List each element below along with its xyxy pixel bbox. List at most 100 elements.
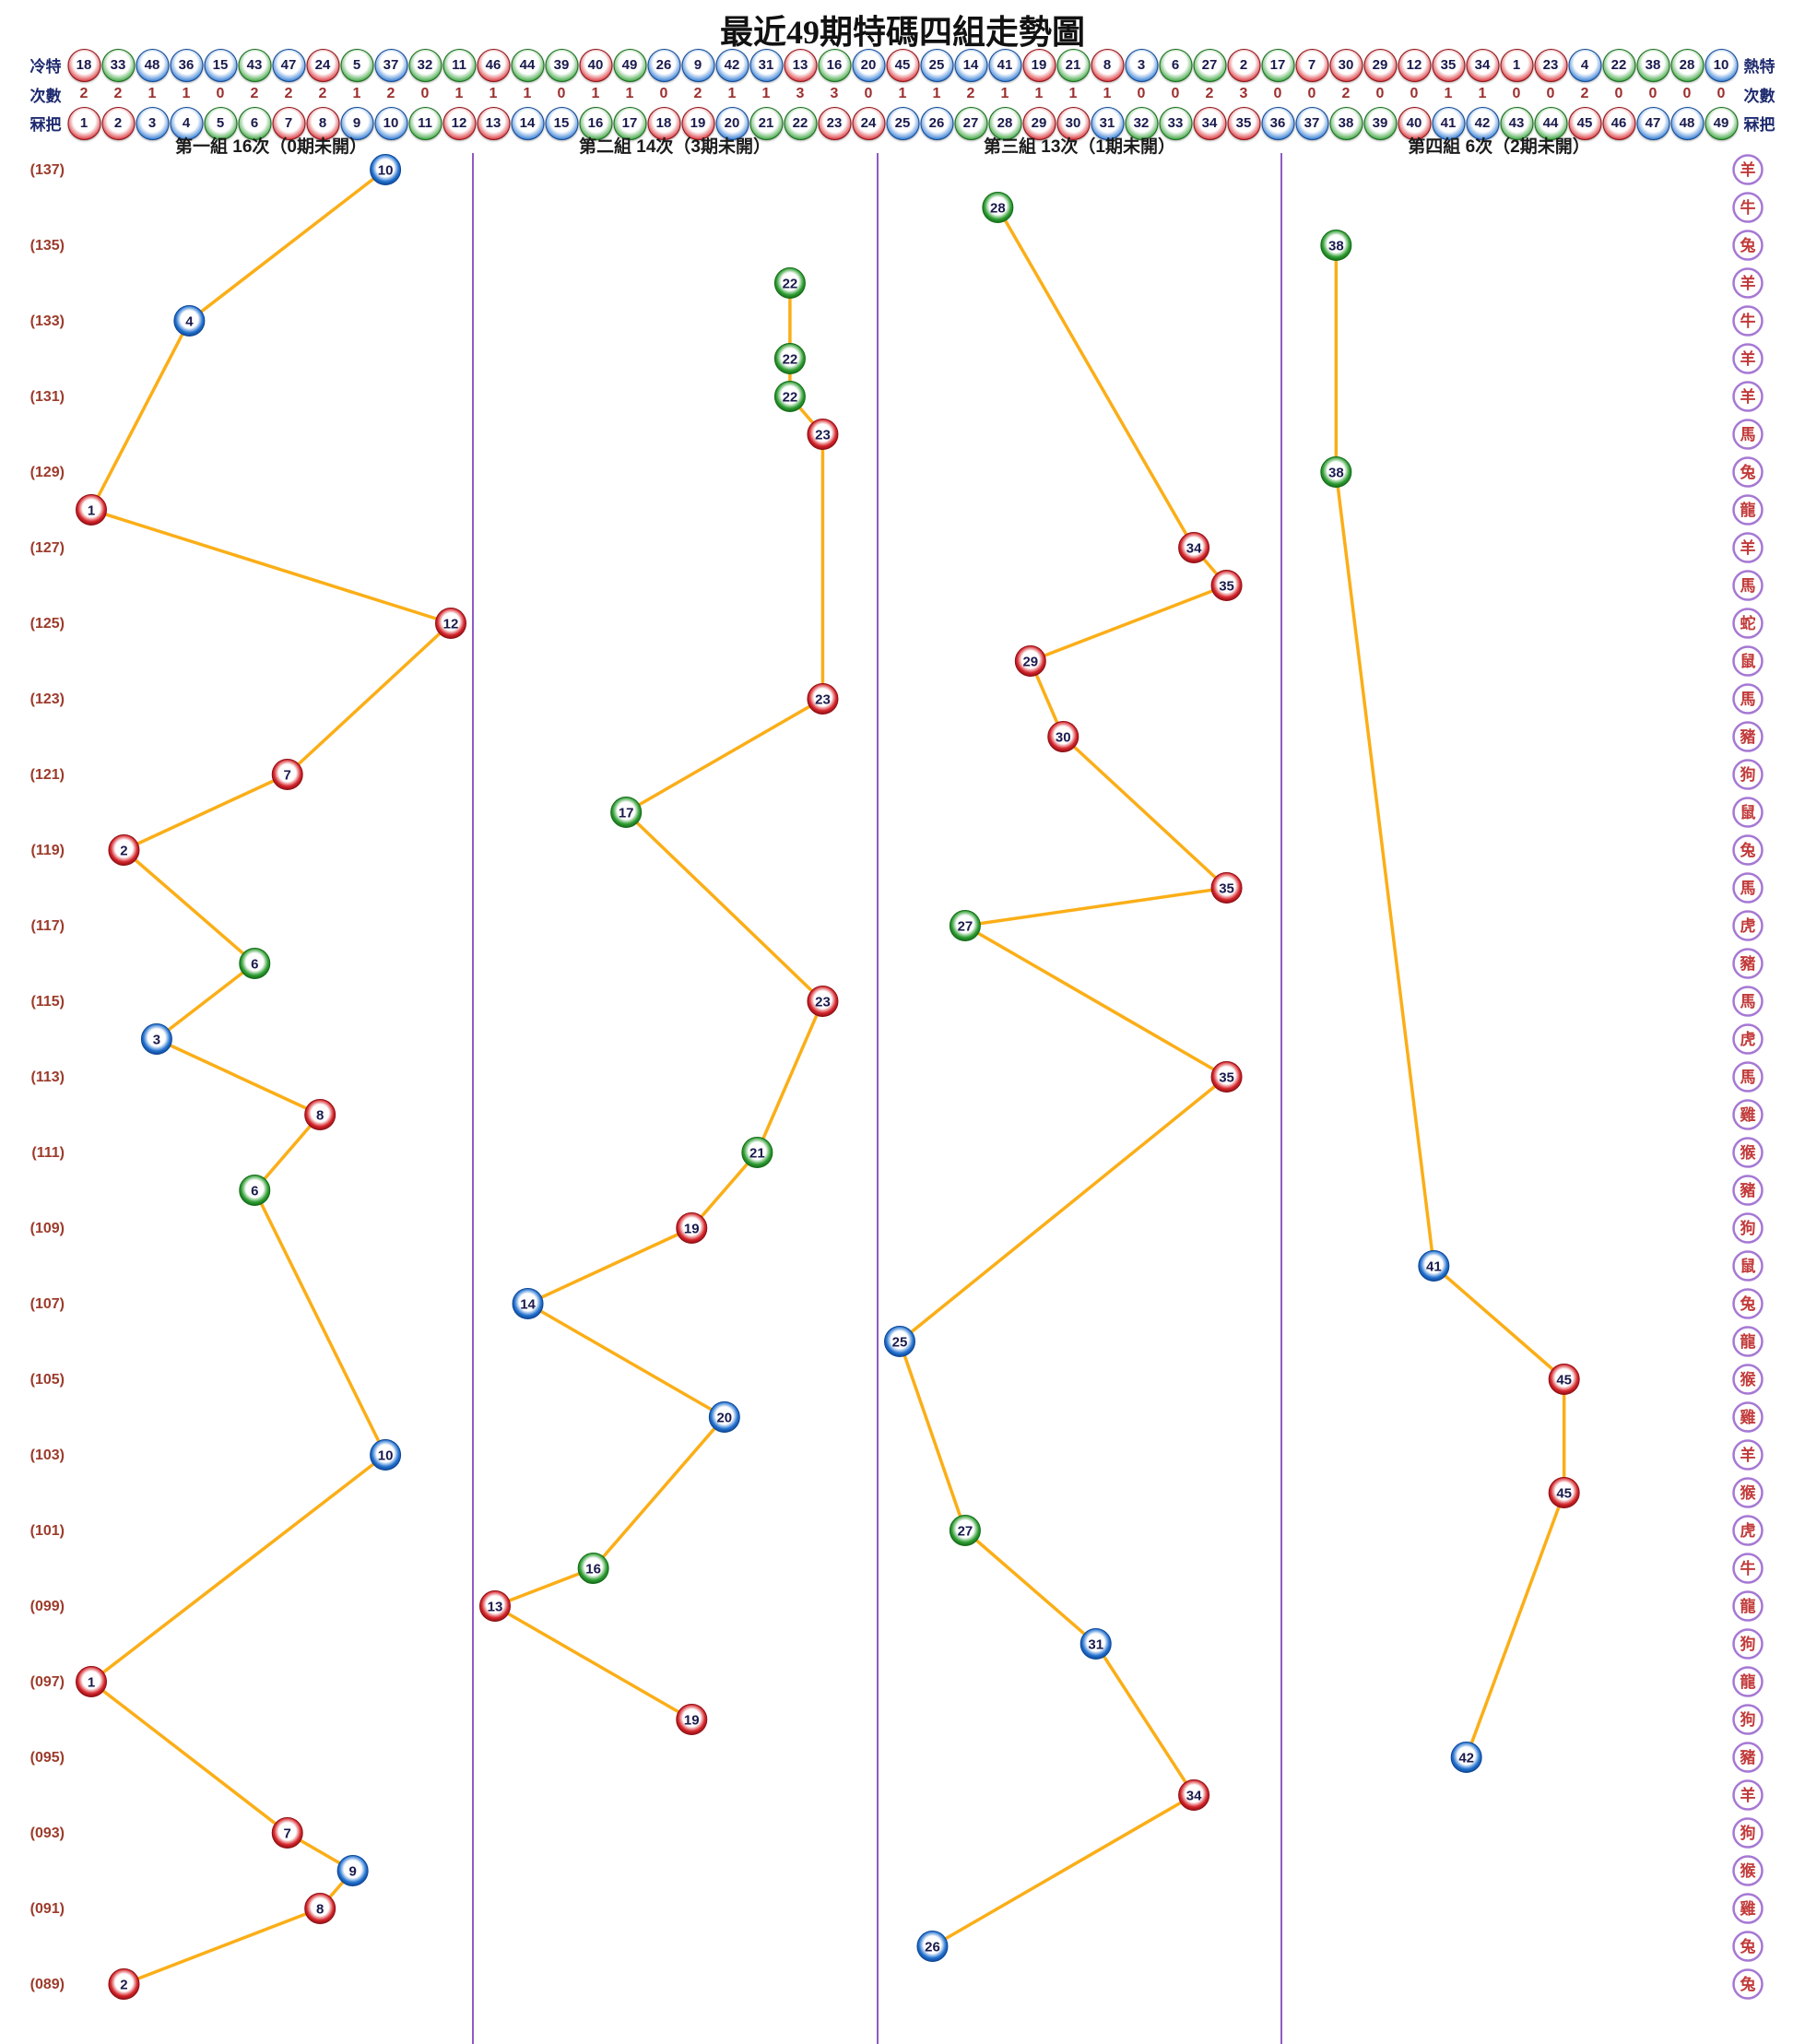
count-value: 0	[420, 86, 430, 101]
cold-hot-ball-19: 19	[1022, 48, 1056, 82]
number-ball-1: 1	[67, 106, 100, 140]
stats-header: 冷特 18 33 48 36 15 43 47 24 5 37 32 11 46 44 39 40 49 26 9 4…	[25, 48, 1781, 140]
chart-ball-number: 8	[316, 1902, 324, 1918]
cold-hot-ball-9: 9	[681, 48, 714, 82]
chart-ball-number: 38	[1328, 239, 1344, 254]
count-value: 0	[1171, 86, 1180, 101]
chart-ball-number: 25	[892, 1335, 908, 1351]
chart-ball-number: 28	[990, 201, 1006, 217]
period-label: (121)	[30, 767, 65, 783]
count-value: 1	[591, 86, 600, 101]
zodiac-label: 狗	[1740, 765, 1756, 784]
chart-ball-number: 23	[815, 995, 831, 1010]
period-label: (131)	[30, 389, 65, 405]
cold-hot-ball-45: 45	[886, 48, 919, 82]
chart-ball-number: 17	[619, 806, 634, 821]
number-ball-36: 36	[1261, 106, 1294, 140]
number-ball-5: 5	[204, 106, 237, 140]
zodiac-label: 羊	[1740, 349, 1756, 368]
count-value: 2	[966, 86, 975, 101]
chart-ball-113-35	[1210, 1061, 1243, 1093]
cold-hot-ball-21: 21	[1056, 48, 1090, 82]
number-ball-14: 14	[511, 106, 544, 140]
zodiac-circle	[1732, 986, 1764, 1017]
cold-hot-ball-46: 46	[477, 48, 510, 82]
zodiac-label: 狗	[1740, 1824, 1756, 1842]
zodiac-label: 龍	[1740, 1597, 1756, 1615]
chart-ball-99-13	[479, 1590, 511, 1622]
number-ball-17: 17	[613, 106, 646, 140]
chart-ball-number: 4	[185, 314, 194, 330]
zodiac-label: 兔	[1740, 236, 1756, 254]
zodiac-label: 狗	[1740, 1635, 1756, 1653]
period-label: (111)	[31, 1145, 65, 1161]
zodiac-circle	[1732, 1666, 1764, 1697]
number-ball-19: 19	[681, 106, 714, 140]
number-ball-33: 33	[1159, 106, 1192, 140]
count-value: 2	[386, 86, 395, 101]
zodiac-circle	[1732, 419, 1764, 450]
chart-ball-126-35	[1210, 570, 1243, 601]
chart-ball-93-7	[271, 1817, 303, 1849]
period-label: (123)	[30, 691, 65, 707]
count-value: 1	[727, 86, 737, 101]
zodiac-circle	[1732, 1137, 1764, 1168]
chart-ball-102-45	[1548, 1477, 1580, 1508]
count-value: 0	[1648, 86, 1658, 101]
cold-hot-ball-4: 4	[1568, 48, 1601, 82]
chart-ball-number: 27	[958, 919, 973, 935]
trend-line-group-4	[1334, 245, 1566, 1758]
cold-hot-ball-33: 33	[101, 48, 135, 82]
chart-ball-95-42	[1450, 1742, 1482, 1773]
chart-ball-number: 38	[1328, 466, 1344, 481]
zodiac-circle	[1732, 1590, 1764, 1622]
period-label: (133)	[30, 313, 65, 329]
zodiac-circle	[1732, 1704, 1764, 1735]
cold-hot-ball-39: 39	[545, 48, 578, 82]
chart-ball-number: 45	[1556, 1373, 1572, 1388]
chart-ball-122-30	[1047, 721, 1079, 752]
counts-label-right: 次數	[1743, 87, 1776, 105]
zodiac-label: 兔	[1740, 1294, 1756, 1313]
count-value: 0	[1512, 86, 1521, 101]
chart-ball-116-6	[239, 948, 271, 979]
number-ball-28: 28	[988, 106, 1021, 140]
zodiac-label: 龍	[1740, 501, 1756, 519]
period-label: (109)	[30, 1221, 65, 1236]
zodiac-circle	[1732, 1288, 1764, 1319]
zodiac-label: 馬	[1740, 426, 1756, 443]
zodiac-label: 猴	[1740, 1143, 1757, 1162]
chart-ball-number: 34	[1186, 541, 1202, 557]
cold-hot-ball-10: 10	[1705, 48, 1738, 82]
zodiac-circle	[1732, 1401, 1764, 1433]
cold-hot-ball-40: 40	[579, 48, 612, 82]
chart-ball-number: 19	[684, 1713, 700, 1729]
chart-ball-103-10	[370, 1439, 402, 1471]
chart-ball-number: 21	[749, 1146, 765, 1162]
chart-ball-number: 22	[783, 390, 798, 406]
count-value: 2	[113, 86, 123, 101]
group-4-title: 第四組 6次（2期未開）	[1408, 137, 1590, 157]
number-ball-27: 27	[954, 106, 987, 140]
chart-ball-101-27	[949, 1515, 981, 1546]
number-ball-48: 48	[1670, 106, 1704, 140]
number-ball-47: 47	[1636, 106, 1669, 140]
counts-values: 2 2 1 1 0 2 2 2 1 2 0 1 1 1 0 1 1 0 2 1 1 3 3 0 1 1 2 1 1 1 1 0 0 2 3 0 0 2 0 0…	[67, 86, 1739, 102]
number-ball-39: 39	[1363, 106, 1397, 140]
cold-hot-ball-26: 26	[647, 48, 680, 82]
cold-hot-ball-7: 7	[1295, 48, 1328, 82]
count-value: 0	[216, 86, 225, 101]
cold-hot-ball-1: 1	[1500, 48, 1533, 82]
period-label: (107)	[30, 1296, 65, 1312]
chart-ball-number: 1	[88, 1675, 95, 1691]
chart-ball-number: 10	[378, 1448, 394, 1464]
zodiac-label: 豬	[1740, 1749, 1756, 1766]
number-ball-3: 3	[136, 106, 169, 140]
zodiac-circle	[1732, 872, 1764, 904]
zodiac-label: 馬	[1740, 1069, 1756, 1086]
count-value: 0	[1375, 86, 1385, 101]
number-ball-11: 11	[408, 106, 442, 140]
count-value: 1	[1478, 86, 1487, 101]
count-value: 1	[523, 86, 532, 101]
cold-hot-ball-43: 43	[238, 48, 271, 82]
